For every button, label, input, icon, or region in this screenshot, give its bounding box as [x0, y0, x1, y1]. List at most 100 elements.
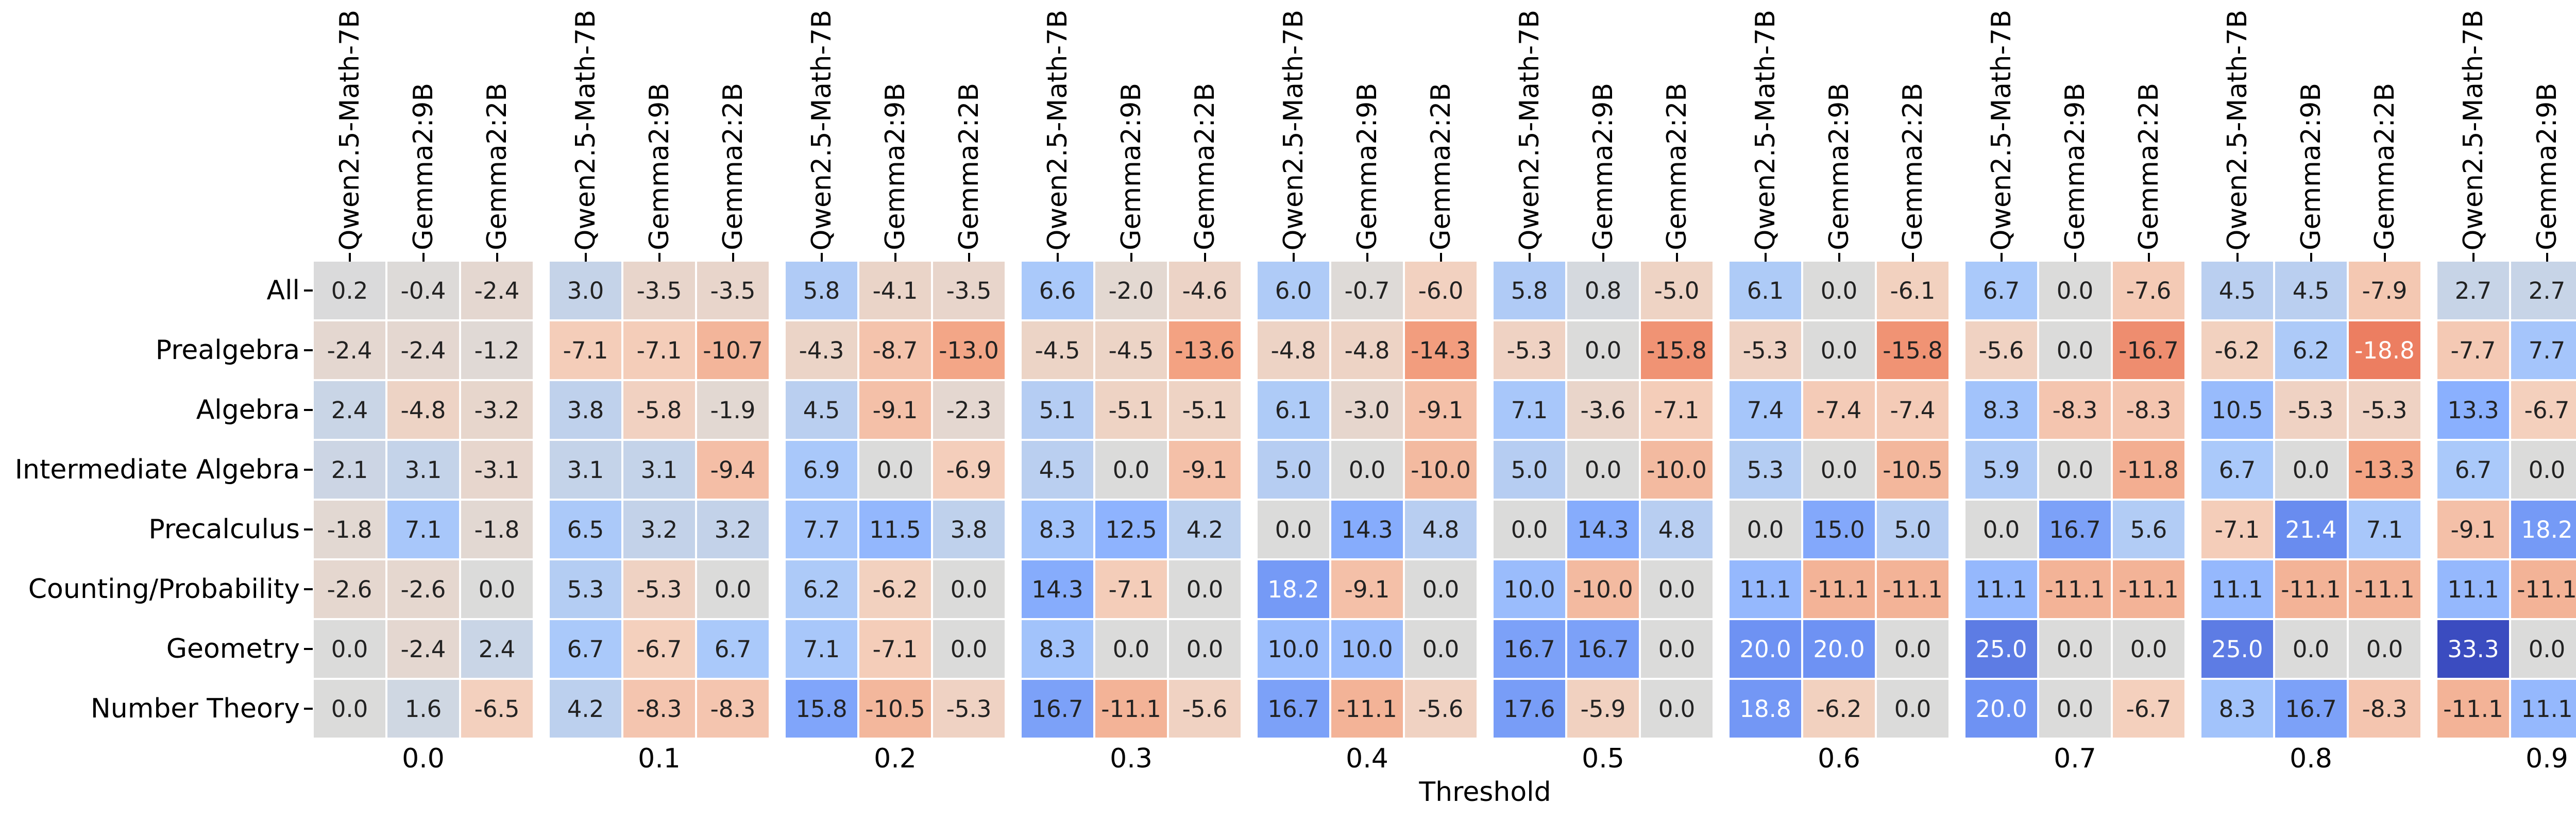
heatmap-cell: 6.1	[1258, 381, 1329, 439]
heatmap-cell: 0.0	[1169, 620, 1241, 678]
heatmap-cell: -9.4	[697, 441, 769, 499]
col-tick-mark	[2236, 253, 2239, 262]
heatmap-cell: 5.6	[2113, 501, 2184, 558]
heatmap-cell: -5.6	[1405, 680, 1477, 738]
col-tick-mark	[1056, 253, 1059, 262]
heatmap-cell: -7.7	[2437, 321, 2509, 379]
col-header-label: Qwen2.5-Math-7B	[1986, 9, 2017, 250]
heatmap-cell: -5.6	[1169, 680, 1241, 738]
heatmap-cell: -2.4	[387, 620, 459, 678]
col-header-label: Gemma2:9B	[1823, 83, 1855, 250]
heatmap-cell: 5.0	[1494, 441, 1565, 499]
heatmap-cell: 14.3	[1022, 560, 1093, 618]
heatmap-cell: -11.1	[2113, 560, 2184, 618]
heatmap-cell: -4.6	[1169, 262, 1241, 319]
heatmap-group: 6.7 0.0 -7.6 -5.6 0.0 -16.7 8.3 -8.3 -8.3 5.9 0.0-…	[1965, 262, 2184, 738]
heatmap-cell: -5.8	[623, 381, 695, 439]
heatmap-group: 6.1 0.0 -6.1 -5.3 0.0 -15.8 7.4 -7.4 -7.4 5.3 0.0-…	[1730, 262, 1948, 738]
heatmap-cell: 4.8	[1641, 501, 1713, 558]
heatmap-cell: 7.1	[1494, 381, 1565, 439]
col-header-label: Gemma2:2B	[481, 83, 513, 250]
heatmap-cell: 0.0	[2039, 620, 2111, 678]
heatmap-cell: 0.0	[2039, 680, 2111, 738]
heatmap-cell: 0.2	[314, 262, 385, 319]
col-tick-mark	[1838, 253, 1840, 262]
col-header-label: Gemma2:9B	[1115, 83, 1147, 250]
row-label: Intermediate Algebra	[14, 454, 300, 485]
col-header-label: Gemma2:9B	[2059, 83, 2091, 250]
heatmap-cell: 0.0	[1331, 441, 1403, 499]
heatmap-cell: -5.1	[1095, 381, 1167, 439]
heatmap-cell: -7.1	[2201, 501, 2273, 558]
col-tick-mark	[2147, 253, 2150, 262]
heatmap-cell: -13.6	[1169, 321, 1241, 379]
heatmap-cell: -3.5	[933, 262, 1005, 319]
heatmap-cell: 10.0	[1494, 560, 1565, 618]
heatmap-group: 4.5 4.5 -7.9 -6.2 6.2 -18.8 10.5 -5.3 -5.3 6.7 0.0…	[2201, 262, 2420, 738]
heatmap-cell: 0.0	[1965, 501, 2037, 558]
heatmap-cell: 5.1	[1022, 381, 1093, 439]
col-header-label: Qwen2.5-Math-7B	[1042, 9, 1073, 250]
heatmap-cell: -8.3	[2349, 680, 2420, 738]
heatmap-cell: 3.8	[933, 501, 1005, 558]
col-header-label: Gemma2:2B	[953, 83, 985, 250]
col-header-label: Gemma2:2B	[717, 83, 749, 250]
heatmap-cell: 4.8	[1405, 501, 1477, 558]
heatmap-cell: -3.2	[461, 381, 533, 439]
row-tick-mark	[304, 409, 313, 411]
col-tick-mark	[658, 253, 660, 262]
heatmap-cell: 0.0	[2511, 441, 2576, 499]
x-tick-label: 0.3	[1110, 743, 1153, 774]
heatmap-cell: 7.7	[786, 501, 857, 558]
heatmap-cell: 0.0	[1567, 441, 1639, 499]
heatmap-cell: 0.8	[1567, 262, 1639, 319]
col-tick-mark	[422, 253, 425, 262]
heatmap-cell: 14.3	[1331, 501, 1403, 558]
heatmap-cell: 5.0	[1877, 501, 1948, 558]
heatmap-cell: -18.8	[2349, 321, 2420, 379]
heatmap-cell: 16.7	[2039, 501, 2111, 558]
heatmap-cell: -8.3	[2113, 381, 2184, 439]
heatmap-cell: 0.0	[314, 620, 385, 678]
heatmap-cell: -2.4	[461, 262, 533, 319]
row-label: Algebra	[196, 395, 300, 425]
heatmap-cell: 14.3	[1567, 501, 1639, 558]
col-header-label: Gemma2:2B	[2369, 83, 2400, 250]
heatmap-cell: 0.0	[1095, 620, 1167, 678]
heatmap-cell: 2.1	[314, 441, 385, 499]
heatmap-cell: -8.7	[859, 321, 931, 379]
heatmap-cell: 10.0	[1331, 620, 1403, 678]
heatmap-cell: 0.0	[2349, 620, 2420, 678]
heatmap-cell: 8.3	[1965, 381, 2037, 439]
xaxis-title: Threshold	[1419, 777, 1551, 808]
heatmap-cell: -11.8	[2113, 441, 2184, 499]
heatmap-cell: -11.1	[1803, 560, 1875, 618]
col-tick-mark	[2000, 253, 2003, 262]
heatmap-cell: 15.8	[786, 680, 857, 738]
row-label: Prealgebra	[155, 335, 300, 366]
heatmap-cell: 0.0	[2039, 262, 2111, 319]
heatmap-cell: -2.0	[1095, 262, 1167, 319]
heatmap-cell: -7.1	[859, 620, 931, 678]
heatmap-cell: 0.0	[461, 560, 533, 618]
heatmap-cell: 3.1	[623, 441, 695, 499]
heatmap-cell: 11.1	[1965, 560, 2037, 618]
heatmap-cell: -10.5	[1877, 441, 1948, 499]
heatmap-cell: -4.8	[387, 381, 459, 439]
heatmap-cell: -3.5	[697, 262, 769, 319]
col-tick-mark	[584, 253, 587, 262]
heatmap-cell: 6.2	[786, 560, 857, 618]
x-tick-label: 0.7	[2054, 743, 2096, 774]
heatmap-cell: -6.2	[859, 560, 931, 618]
heatmap-cell: 0.0	[933, 560, 1005, 618]
heatmap-cell: 0.0	[2039, 321, 2111, 379]
heatmap-cell: -0.4	[387, 262, 459, 319]
heatmap-cell: 0.0	[1877, 680, 1948, 738]
heatmap-cell: 11.5	[859, 501, 931, 558]
heatmap-cell: -10.0	[1567, 560, 1639, 618]
heatmap-cell: -5.6	[1965, 321, 2037, 379]
heatmap-cell: 7.7	[2511, 321, 2576, 379]
heatmap-cell: -2.6	[314, 560, 385, 618]
heatmap-cell: -4.8	[1258, 321, 1329, 379]
